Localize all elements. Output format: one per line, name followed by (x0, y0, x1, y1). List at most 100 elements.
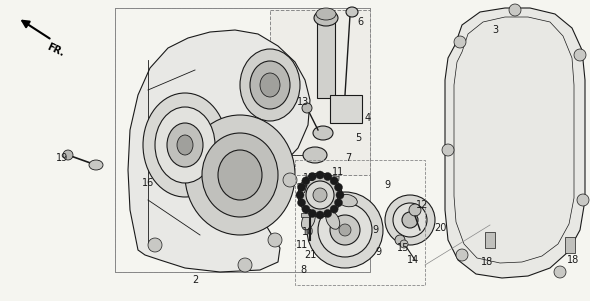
Ellipse shape (554, 266, 566, 278)
Polygon shape (445, 8, 585, 278)
Ellipse shape (309, 172, 316, 181)
Text: 6: 6 (357, 17, 363, 27)
Ellipse shape (326, 211, 340, 229)
Ellipse shape (442, 144, 454, 156)
Ellipse shape (402, 212, 418, 228)
Ellipse shape (306, 181, 334, 209)
Bar (115, 8, 370, 272)
Ellipse shape (155, 107, 215, 183)
Ellipse shape (177, 135, 193, 155)
Text: FR.: FR. (45, 42, 65, 59)
Ellipse shape (297, 183, 306, 191)
Text: 16: 16 (142, 178, 154, 188)
Ellipse shape (335, 199, 342, 207)
Ellipse shape (395, 235, 405, 245)
Text: 9: 9 (384, 180, 390, 190)
Text: 11: 11 (332, 167, 344, 177)
Ellipse shape (218, 150, 262, 200)
Ellipse shape (324, 172, 332, 181)
Text: 2: 2 (192, 275, 198, 285)
Ellipse shape (318, 203, 372, 257)
Ellipse shape (577, 194, 589, 206)
Bar (485, 232, 495, 248)
Ellipse shape (330, 215, 360, 245)
Text: 10: 10 (302, 227, 314, 237)
Bar (331, 176, 339, 180)
Text: 5: 5 (355, 133, 361, 143)
Ellipse shape (346, 7, 358, 17)
Ellipse shape (509, 4, 521, 16)
Ellipse shape (303, 147, 327, 163)
Ellipse shape (143, 93, 227, 197)
Bar (565, 237, 575, 253)
Ellipse shape (313, 188, 327, 202)
Ellipse shape (336, 191, 344, 199)
Text: 13: 13 (297, 97, 309, 107)
Ellipse shape (250, 61, 290, 109)
Polygon shape (128, 30, 310, 272)
Text: 7: 7 (345, 153, 351, 163)
Text: 14: 14 (407, 255, 419, 265)
Ellipse shape (330, 205, 338, 213)
Ellipse shape (393, 203, 427, 237)
Text: 18: 18 (481, 257, 493, 267)
Text: 4: 4 (365, 113, 371, 123)
Ellipse shape (330, 177, 338, 185)
Ellipse shape (456, 249, 468, 261)
Ellipse shape (202, 133, 278, 217)
Bar (317, 18, 335, 98)
Text: 18: 18 (567, 255, 579, 265)
Bar (295, 160, 425, 285)
Ellipse shape (314, 10, 338, 26)
Text: 21: 21 (304, 250, 316, 260)
Ellipse shape (307, 192, 383, 268)
Bar (270, 10, 370, 175)
Text: 11: 11 (296, 240, 308, 250)
Ellipse shape (89, 160, 103, 170)
Ellipse shape (302, 205, 310, 213)
Ellipse shape (167, 123, 203, 167)
Ellipse shape (260, 73, 280, 97)
Ellipse shape (339, 224, 351, 236)
Ellipse shape (313, 126, 333, 140)
Text: 12: 12 (416, 200, 428, 210)
Bar (298, 182, 306, 188)
Ellipse shape (268, 233, 282, 247)
Bar (115, 8, 370, 272)
Bar (301, 213, 309, 217)
Ellipse shape (298, 173, 342, 217)
Ellipse shape (238, 258, 252, 272)
Text: 20: 20 (434, 223, 446, 233)
Ellipse shape (309, 209, 316, 218)
Text: 8: 8 (300, 265, 306, 275)
Ellipse shape (316, 171, 324, 179)
Text: 19: 19 (56, 153, 68, 163)
Ellipse shape (335, 183, 342, 191)
Ellipse shape (297, 199, 306, 207)
Ellipse shape (296, 191, 304, 199)
Ellipse shape (63, 150, 73, 160)
Text: 9: 9 (375, 247, 381, 257)
Ellipse shape (385, 195, 435, 245)
Ellipse shape (316, 211, 324, 219)
Ellipse shape (324, 209, 332, 218)
Text: 17: 17 (297, 185, 309, 195)
Ellipse shape (409, 204, 421, 216)
Ellipse shape (316, 8, 336, 20)
Text: 9: 9 (372, 225, 378, 235)
Ellipse shape (400, 240, 408, 248)
Text: 3: 3 (492, 25, 498, 35)
Ellipse shape (337, 194, 358, 207)
Text: 11: 11 (303, 173, 315, 183)
Text: 15: 15 (397, 243, 409, 253)
Ellipse shape (302, 177, 310, 185)
Ellipse shape (574, 49, 586, 61)
Ellipse shape (148, 238, 162, 252)
Ellipse shape (240, 49, 300, 121)
Ellipse shape (302, 103, 312, 113)
Ellipse shape (185, 115, 295, 235)
Ellipse shape (283, 173, 297, 187)
Ellipse shape (454, 36, 466, 48)
Ellipse shape (301, 211, 315, 230)
Bar (330, 95, 362, 123)
